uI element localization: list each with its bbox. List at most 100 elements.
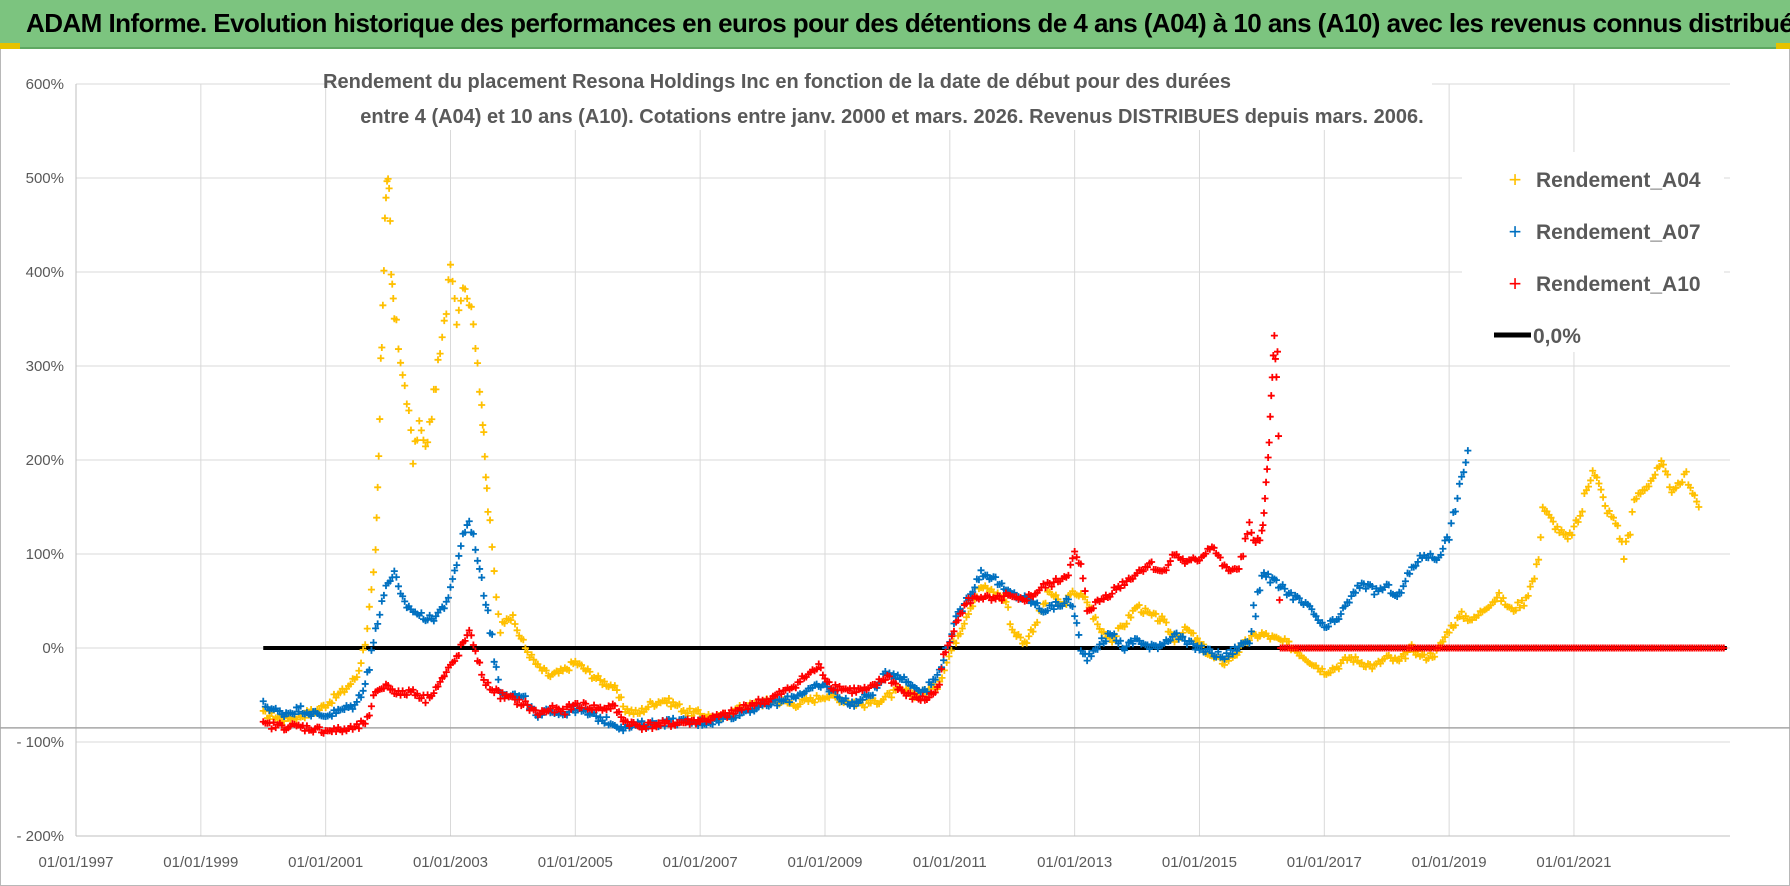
data-point xyxy=(977,566,985,574)
data-point xyxy=(642,725,650,733)
data-point xyxy=(1458,608,1466,616)
data-point xyxy=(919,692,927,700)
data-point xyxy=(1493,594,1501,602)
data-point xyxy=(481,453,489,461)
data-point xyxy=(490,567,498,575)
data-point xyxy=(455,552,463,560)
data-point xyxy=(1456,613,1464,621)
data-point xyxy=(432,385,440,393)
data-point xyxy=(786,698,794,706)
data-point xyxy=(399,371,407,379)
data-point xyxy=(270,718,278,726)
data-point xyxy=(1599,493,1607,501)
y-tick-label: 600% xyxy=(26,76,64,93)
data-point xyxy=(1335,615,1343,623)
data-point xyxy=(1271,355,1279,363)
data-point xyxy=(446,261,454,269)
data-point xyxy=(463,295,471,303)
data-point xyxy=(422,442,430,450)
chart-title-line-1: Rendement du placement Resona Holdings I… xyxy=(323,71,1231,93)
data-point xyxy=(1462,612,1470,620)
data-point xyxy=(1512,606,1520,614)
data-point xyxy=(1193,634,1201,642)
data-point xyxy=(480,592,488,600)
data-point xyxy=(509,611,517,619)
data-point xyxy=(479,421,487,429)
data-point xyxy=(603,706,611,714)
data-point xyxy=(380,684,388,692)
data-point xyxy=(1010,629,1018,637)
data-point xyxy=(507,616,515,624)
data-point xyxy=(1266,579,1274,587)
header-banner: ADAM Informe. Evolution historique des p… xyxy=(0,0,1790,49)
data-point xyxy=(1252,612,1260,620)
data-point xyxy=(359,687,367,695)
data-point xyxy=(1116,637,1124,645)
data-point xyxy=(969,588,977,596)
data-point xyxy=(881,676,889,684)
data-point xyxy=(511,620,519,628)
data-point xyxy=(1295,594,1303,602)
data-point xyxy=(960,620,968,628)
data-point xyxy=(1456,480,1464,488)
data-point xyxy=(1100,595,1108,603)
data-point xyxy=(1071,612,1079,620)
data-point xyxy=(869,691,877,699)
data-point xyxy=(1223,563,1231,571)
data-point xyxy=(523,701,531,709)
data-point xyxy=(469,530,477,538)
data-point xyxy=(419,436,427,444)
data-point xyxy=(379,301,387,309)
data-point xyxy=(1553,523,1561,531)
legend-marker-a10: + xyxy=(1509,271,1522,296)
data-point xyxy=(1089,604,1097,612)
data-point xyxy=(1276,596,1284,604)
data-point xyxy=(1335,665,1343,673)
data-point xyxy=(494,686,502,694)
data-point xyxy=(1023,639,1031,647)
data-point xyxy=(521,644,529,652)
data-point xyxy=(375,452,383,460)
data-point xyxy=(1227,646,1235,654)
data-point xyxy=(1270,332,1278,340)
data-point xyxy=(1264,570,1272,578)
data-point xyxy=(363,625,371,633)
data-point xyxy=(1261,495,1269,503)
data-point xyxy=(1451,508,1459,516)
data-point xyxy=(836,682,844,690)
data-point xyxy=(596,676,604,684)
data-point xyxy=(948,632,956,640)
data-point xyxy=(365,711,373,719)
data-point xyxy=(476,565,484,573)
data-point xyxy=(1495,589,1503,597)
data-point xyxy=(1143,563,1151,571)
data-point xyxy=(927,681,935,689)
data-point xyxy=(938,674,946,682)
data-point xyxy=(1162,566,1170,574)
data-point xyxy=(413,690,421,698)
data-point xyxy=(380,591,388,599)
data-point xyxy=(1229,650,1237,658)
data-point xyxy=(933,671,941,679)
data-point xyxy=(1123,642,1131,650)
data-point xyxy=(467,303,475,311)
data-point xyxy=(578,661,586,669)
data-point xyxy=(707,716,715,724)
data-point xyxy=(365,666,373,674)
data-point xyxy=(561,710,569,718)
data-point xyxy=(908,695,916,703)
data-point xyxy=(1066,561,1074,569)
data-point xyxy=(478,401,486,409)
data-point xyxy=(1245,518,1253,526)
data-point xyxy=(307,712,315,720)
data-point xyxy=(1657,457,1665,465)
data-point xyxy=(376,415,384,423)
data-point xyxy=(367,646,375,654)
data-point xyxy=(1518,596,1526,604)
data-point xyxy=(1582,486,1590,494)
data-point xyxy=(373,514,381,522)
data-point xyxy=(1006,620,1014,628)
data-point xyxy=(684,709,692,717)
data-point xyxy=(1458,473,1466,481)
data-point xyxy=(1637,490,1645,498)
